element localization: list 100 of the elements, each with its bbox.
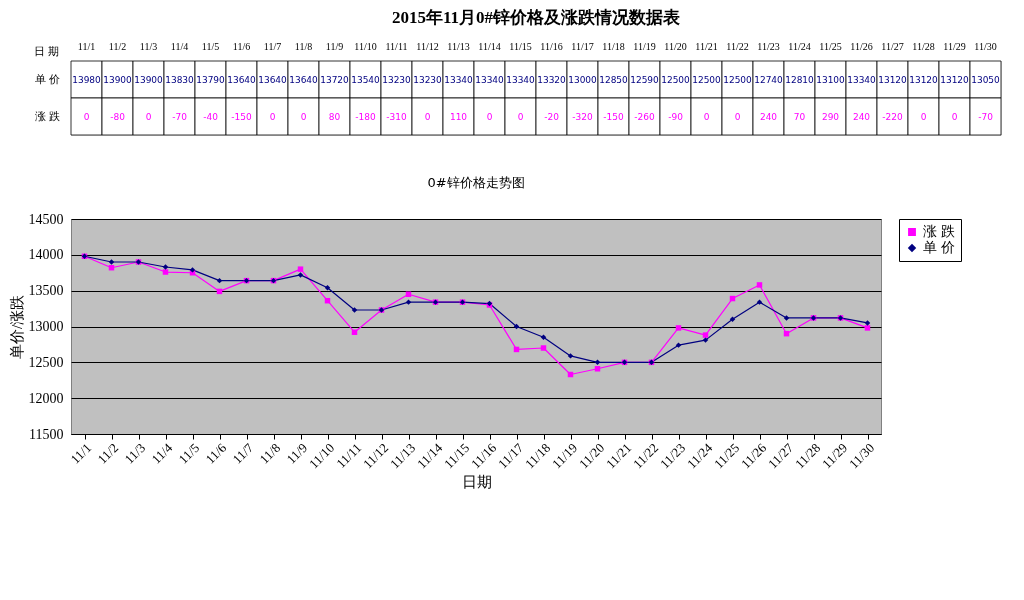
x-tick-label: 11/13 (447, 40, 470, 52)
data-label: 0 (951, 111, 958, 122)
x-tick-label: 11/28 (912, 40, 935, 52)
data-label: 12740 (754, 74, 784, 85)
data-label: 13720 (320, 74, 350, 85)
data-label: 0 (703, 111, 710, 122)
data-label: -70 (172, 111, 188, 122)
x-tick-label: 11/16 (540, 40, 563, 52)
x-tick-label: 11/8 (294, 40, 313, 52)
data-label: -70 (978, 111, 994, 122)
y-tick-label: 单 价 (34, 72, 60, 85)
data-label: 13050 (971, 74, 1001, 85)
data-label: 0 (300, 111, 307, 122)
data-label: 13120 (940, 74, 970, 85)
x-tick-label: 11/14 (478, 40, 501, 52)
data-label: 0 (83, 111, 90, 122)
x-tick-label: 11/10 (354, 40, 377, 52)
x-tick-label: 11/9 (325, 40, 344, 52)
data-label: 13340 (475, 74, 505, 85)
x-tick-label: 11/2 (108, 40, 127, 52)
data-label: -220 (882, 111, 903, 122)
chart-title: 0#锌价格走势图 (427, 175, 525, 190)
legend-label: 涨 跌 (923, 224, 955, 239)
data-label: 80 (328, 111, 341, 122)
data-label: -40 (203, 111, 219, 122)
data-label: 13640 (258, 74, 288, 85)
data-label: -260 (634, 111, 655, 122)
data-label: 0 (424, 111, 431, 122)
data-label: 13230 (413, 74, 443, 85)
data-label: 13120 (878, 74, 908, 85)
x-tick-label: 11/6 (202, 439, 230, 467)
x-tick-label: 11/4 (170, 40, 189, 52)
data-label: 290 (821, 111, 840, 122)
x-tick-label: 11/25 (819, 40, 842, 52)
data-label: 13320 (537, 74, 567, 85)
x-tick-label: 11/20 (664, 40, 687, 52)
chart-title: 2015年11月0#锌价格及涨跌情况数据表 (391, 8, 682, 27)
x-axis-title: 日期 (461, 474, 492, 491)
x-tick-label: 11/17 (571, 40, 594, 52)
data-label: 13830 (165, 74, 195, 85)
data-label: 13340 (847, 74, 877, 85)
data-label: 13540 (351, 74, 381, 85)
data-label: -180 (355, 111, 376, 122)
data-label: 0 (517, 111, 524, 122)
data-label: -320 (572, 111, 593, 122)
x-axis-title: 日 期 (34, 44, 59, 57)
data-label: -150 (603, 111, 624, 122)
data-label: 13340 (506, 74, 536, 85)
data-label: 13340 (444, 74, 474, 85)
legend-label: 单 价 (923, 240, 955, 255)
data-label: 12850 (599, 74, 629, 85)
data-label: 13980 (72, 74, 102, 85)
data-label: 110 (449, 111, 468, 122)
y-tick-label: 14000 (28, 247, 64, 263)
x-tick-label: 11/26 (850, 40, 873, 52)
data-label: 12500 (692, 74, 722, 85)
y-tick-label: 11500 (29, 426, 64, 442)
x-tick-label: 11/22 (726, 40, 749, 52)
x-tick-label: 11/23 (757, 40, 780, 52)
data-label: -80 (110, 111, 126, 122)
x-tick-label: 11/12 (416, 40, 439, 52)
x-tick-label: 11/18 (602, 40, 625, 52)
data-label: 12500 (661, 74, 691, 85)
x-tick-label: 11/5 (175, 440, 203, 467)
x-tick-label: 11/7 (229, 439, 257, 467)
y-tick-label: 14500 (28, 211, 64, 227)
x-tick-label: 11/19 (633, 40, 656, 52)
x-tick-label: 11/3 (139, 40, 158, 52)
x-tick-label: 11/8 (256, 440, 284, 467)
data-label: 13100 (816, 74, 846, 85)
data-label: -90 (668, 111, 684, 122)
data-label: 13640 (289, 74, 319, 85)
x-tick-label: 11/15 (509, 40, 532, 52)
data-label: 70 (793, 111, 806, 122)
x-tick-label: 11/7 (263, 40, 282, 52)
x-tick-label: 11/11 (385, 40, 408, 52)
data-label: 0 (269, 111, 276, 122)
data-label: 13230 (382, 74, 412, 85)
data-label: -20 (544, 111, 560, 122)
data-label: 0 (145, 111, 152, 122)
data-label: -150 (231, 111, 252, 122)
x-tick-label: 11/5 (201, 40, 220, 52)
x-tick-label: 11/3 (121, 440, 149, 467)
x-tick-label: 11/30 (974, 40, 997, 52)
x-tick-label: 11/24 (788, 40, 811, 52)
data-label: 13790 (196, 74, 226, 85)
data-label: 13120 (909, 74, 939, 85)
data-label: 12500 (723, 74, 753, 85)
x-tick-label: 11/6 (232, 40, 251, 52)
x-tick-label: 11/1 (77, 40, 96, 52)
data-label: -310 (386, 111, 407, 122)
data-label: 240 (759, 111, 778, 122)
data-label: 12590 (630, 74, 660, 85)
y-tick-label: 13000 (28, 319, 64, 334)
y-tick-label: 12000 (28, 390, 64, 406)
data-label: 0 (920, 111, 927, 122)
x-tick-label: 11/4 (148, 439, 176, 467)
x-tick-label: 11/29 (943, 40, 966, 52)
x-tick-label: 11/21 (695, 40, 718, 52)
x-tick-label: 11/27 (881, 40, 904, 52)
